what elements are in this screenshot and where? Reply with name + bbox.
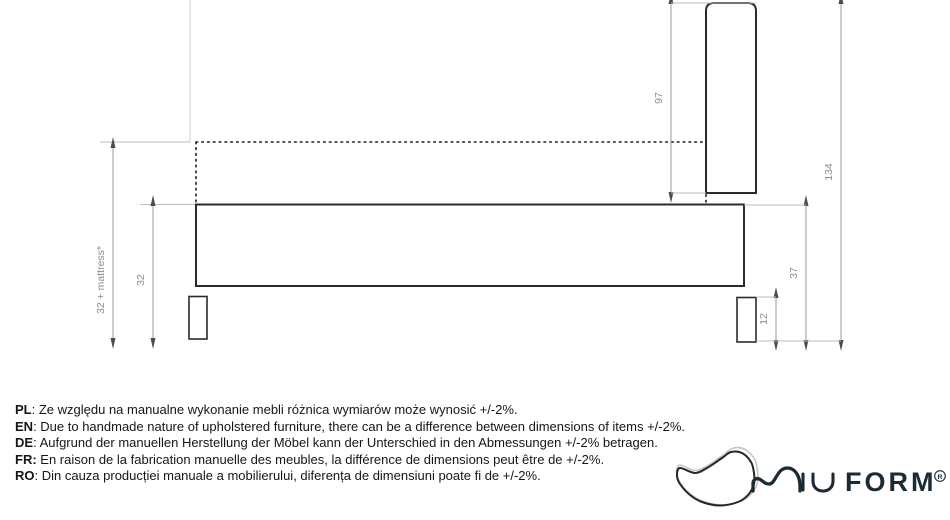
svg-text:PL: Ze względu na manualne wyk: PL: Ze względu na manualne wykonanie meb…: [15, 402, 518, 417]
svg-text:12: 12: [758, 313, 770, 325]
svg-text:134: 134: [823, 163, 835, 181]
svg-text:32 + mattress*: 32 + mattress*: [95, 246, 107, 314]
svg-text:RO: Din cauza producției manua: RO: Din cauza producției manuale a mobil…: [15, 468, 541, 483]
svg-text:FR: En raison de la fabricatio: FR: En raison de la fabrication manuelle…: [15, 452, 604, 467]
svg-text:97: 97: [653, 92, 665, 104]
svg-text:32: 32: [135, 274, 147, 286]
svg-text:EN: Due to handmade nature of: EN: Due to handmade nature of upholstere…: [15, 419, 685, 434]
svg-text:37: 37: [788, 267, 800, 279]
svg-text:R: R: [938, 474, 943, 481]
svg-text:FORM: FORM: [845, 467, 936, 497]
svg-text:DE: Aufgrund der manuellen Her: DE: Aufgrund der manuellen Herstellung d…: [15, 435, 658, 450]
